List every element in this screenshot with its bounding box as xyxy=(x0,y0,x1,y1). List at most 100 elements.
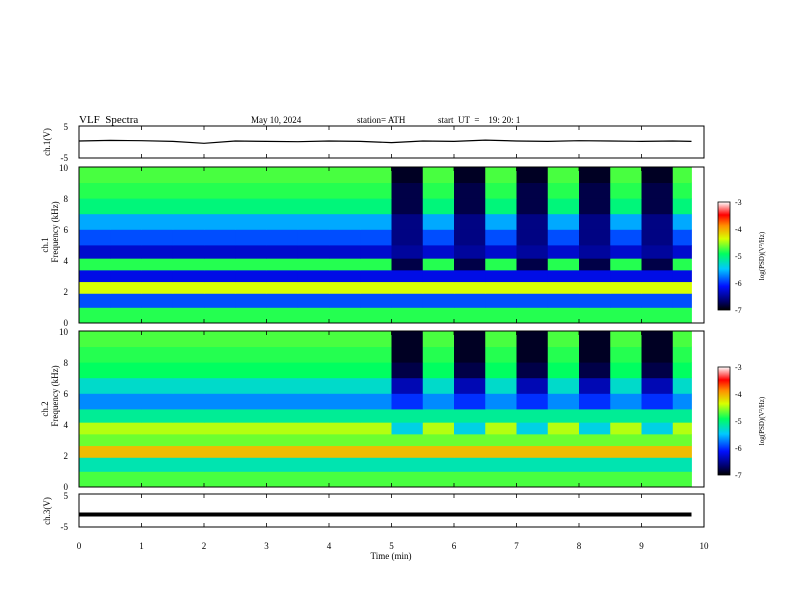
ch1-spectrogram-cell xyxy=(641,258,674,271)
ch2-spectrogram-cell xyxy=(329,457,361,472)
ch2-spectrogram-cell xyxy=(360,471,392,488)
ch2-spectrogram-cell xyxy=(329,393,361,410)
ch2-spectrogram-cell xyxy=(485,362,517,379)
ch1-freq-tick-4: 4 xyxy=(64,256,69,266)
ch1-spectrogram-cell xyxy=(204,307,236,324)
ch2-freq-tick-2: 2 xyxy=(64,451,69,461)
ch1-spectrogram-cell xyxy=(547,269,580,283)
ch1-spectrogram-cell xyxy=(79,229,111,246)
ch2-spectrogram-cell xyxy=(422,445,455,458)
ch1-spectrogram-cell xyxy=(391,229,424,246)
ch1-spectrogram-cell xyxy=(454,293,486,308)
ch1-spectrogram-cell xyxy=(672,307,692,324)
ch2-spectrogram-cell xyxy=(360,362,392,379)
ch1-spectrogram-cell xyxy=(485,182,517,199)
ch2-spectrogram-cell xyxy=(360,433,392,447)
x-tick-label-2: 2 xyxy=(202,541,207,551)
ch1-spectrogram-cell xyxy=(110,213,142,230)
ch2-spectrogram-cell xyxy=(141,433,174,447)
ch2-spectrogram-cell xyxy=(79,377,111,394)
ch1-spectrogram-cell xyxy=(610,167,642,183)
ch1-spectrogram-cell xyxy=(297,293,330,308)
ch2-spectrogram-cell xyxy=(672,362,692,379)
ch1-spectrogram-cell xyxy=(610,198,642,215)
ch2-spectrogram-cell xyxy=(516,362,549,379)
ch1-spectrogram-cell xyxy=(391,213,424,230)
ch2-spectrogram-cell xyxy=(485,433,517,447)
ch2-spectrogram-cell xyxy=(547,422,580,435)
ch2-spectrogram-cell xyxy=(110,457,142,472)
ch2-spectrogram-cell xyxy=(391,362,424,379)
ch1-freq-tick-0: 0 xyxy=(64,318,69,328)
ch1-spectrogram-cell xyxy=(141,213,174,230)
date-label: May 10, 2024 xyxy=(251,115,302,125)
ch2-spectrogram-cell xyxy=(579,422,611,435)
ch1-spectrogram-cell xyxy=(172,229,205,246)
ch2-spectrogram-cell xyxy=(79,346,111,363)
ch2-spectrogram-cell xyxy=(610,457,642,472)
ch2-spectrogram-cell xyxy=(454,377,486,394)
ch2-spectrogram-cell xyxy=(360,445,392,458)
ch2-spectrogram-cell xyxy=(422,362,455,379)
ch2-spectrogram-cell xyxy=(235,422,267,435)
ch2-spectrogram-cell xyxy=(610,445,642,458)
ch1-spectrogram-cell xyxy=(172,245,205,259)
ch2-spectrogram-cell xyxy=(547,377,580,394)
ch1-frequency-axis-label: Frequency (kHz) xyxy=(50,201,60,262)
ch2-spectrogram-cell xyxy=(266,422,299,435)
ch1-spectrogram-cell xyxy=(610,269,642,283)
ch2-spectrogram-cell xyxy=(610,331,642,347)
ch1-cbar-tick-neg5: -5 xyxy=(735,252,742,261)
ch1-spectrogram-cell xyxy=(141,198,174,215)
ch1-spectrogram-cell xyxy=(141,245,174,259)
ch1-spectrogram-cell xyxy=(516,167,549,183)
ch2-spectrogram-cell xyxy=(547,393,580,410)
ch1-spectrogram-cell xyxy=(641,198,674,215)
ch1-spectrogram-cell xyxy=(141,182,174,199)
ch1-spectrogram-cell xyxy=(579,269,611,283)
ch2-spectrogram-cell xyxy=(141,471,174,488)
ch1-spectrogram-cell xyxy=(485,213,517,230)
ch2-spectrogram-cell xyxy=(360,393,392,410)
ch2-spectrogram-cell xyxy=(672,409,692,423)
ch1-spectrogram-cell xyxy=(329,229,361,246)
ch2-spectrogram-cell xyxy=(516,445,549,458)
ch2-cbar-tick-neg3: -3 xyxy=(735,363,742,372)
ch1-spectrogram-cell xyxy=(297,269,330,283)
ch1-waveform-line xyxy=(78,139,692,144)
ch1-spectrogram-cell xyxy=(516,229,549,246)
ch1-spectrogram-cell xyxy=(454,269,486,283)
ch1-spectrogram-cell xyxy=(485,269,517,283)
ch1-spectrogram-cell xyxy=(110,182,142,199)
ch1-spectrogram-cell xyxy=(110,167,142,183)
ch1-spectrogram-cell xyxy=(204,245,236,259)
ch1-spectrogram-cell xyxy=(516,258,549,271)
ch2-spectrogram-cell xyxy=(672,393,692,410)
ch2-spectrogram-cell xyxy=(516,377,549,394)
ch2-spectrogram-cell xyxy=(172,331,205,347)
ch1-spectrogram-cell xyxy=(79,167,111,183)
ch1-spectrogram-cell xyxy=(297,167,330,183)
ch1-spectrogram-cell xyxy=(516,198,549,215)
ch1-spectrogram-cell xyxy=(579,182,611,199)
ch1-spectrogram-cell xyxy=(641,269,674,283)
ch1-spectrogram-cell xyxy=(579,167,611,183)
ch2-spectrogram-cell xyxy=(672,433,692,447)
ch1-spectrogram-cell xyxy=(485,229,517,246)
ch1-spectrogram-cell xyxy=(266,229,299,246)
ch2-spectrogram-cell xyxy=(235,377,267,394)
ch1-spectrogram-cell xyxy=(547,213,580,230)
ch1-spectrogram-cell xyxy=(297,229,330,246)
ch2-spectrogram-cell xyxy=(641,445,674,458)
ch2-spectrogram-cell xyxy=(204,393,236,410)
ch1-spectrogram-cell xyxy=(172,213,205,230)
ch2-spectrogram-cell xyxy=(610,422,642,435)
ch2-spectrogram-cell xyxy=(579,377,611,394)
ch1-spectrogram-cell xyxy=(360,229,392,246)
ch2-spectrogram-cell xyxy=(141,457,174,472)
ch2-spectrogram-cell xyxy=(454,457,486,472)
ch1-spectrogram-cell xyxy=(516,307,549,324)
ch1-spectrogram-cell xyxy=(422,281,455,294)
ch1-spectrogram-cell xyxy=(297,198,330,215)
ch1-spectrogram-cell xyxy=(547,245,580,259)
